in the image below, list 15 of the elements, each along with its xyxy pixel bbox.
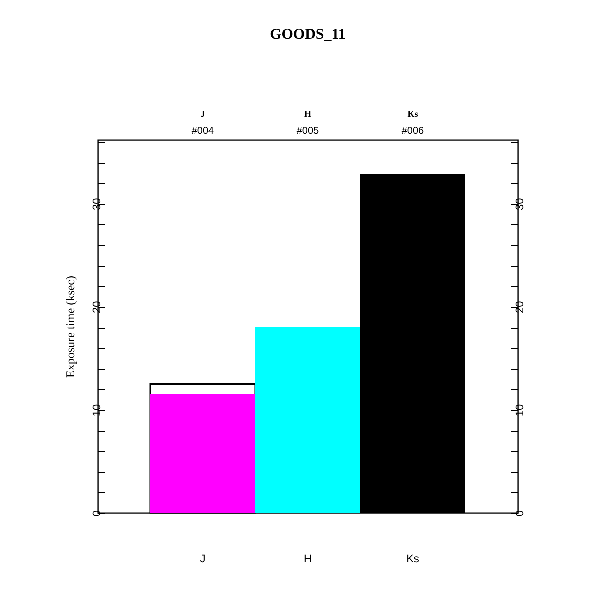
x-tick-label: H (304, 109, 312, 119)
y-axis-title: Exposure time (ksec) (64, 276, 78, 378)
text: Ks (406, 554, 420, 566)
text: H (304, 554, 312, 566)
x-tick-label: J (200, 109, 206, 119)
y2-tick-label: 20 (514, 301, 526, 314)
bar (256, 328, 360, 513)
chart-title: GOODS_11 (270, 27, 346, 43)
y2-tick-label: 30 (514, 198, 526, 211)
x-tick-label: Ks (408, 109, 419, 119)
text: #004 (192, 126, 215, 137)
text: #006 (402, 126, 425, 137)
y-tick-label: 30 (92, 198, 104, 211)
text: J (200, 554, 206, 566)
text: #005 (296, 126, 320, 137)
